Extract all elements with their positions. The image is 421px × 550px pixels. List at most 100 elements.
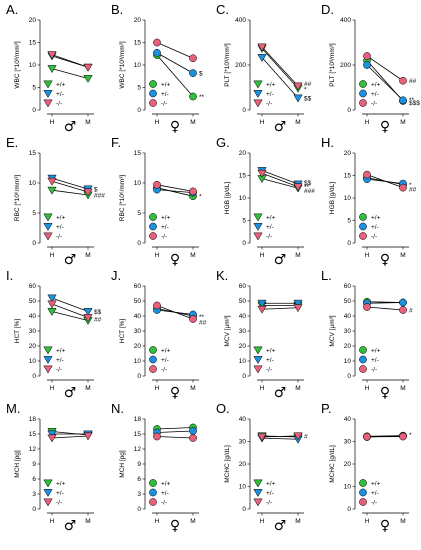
x-tick-label: M	[400, 252, 405, 259]
x-tick-label: M	[190, 252, 195, 259]
panel-label: O.	[216, 401, 230, 416]
legend-label: -/-	[161, 366, 167, 373]
series-line	[261, 46, 299, 87]
legend-marker	[253, 489, 263, 497]
y-axis-label: MCV [µm³]	[329, 315, 336, 346]
legend-label: +/-	[266, 357, 274, 364]
series-line	[261, 57, 299, 99]
legend-marker	[253, 80, 263, 89]
data-point	[83, 75, 93, 83]
legend-label: -/-	[56, 366, 62, 373]
legend-marker	[43, 346, 53, 355]
x-tick-label: M	[400, 518, 405, 525]
y-tick-label: 15	[134, 431, 142, 438]
legend-label: -/-	[266, 100, 272, 107]
y-axis-label: HCT [%]	[14, 319, 21, 344]
legend-label: +/+	[266, 214, 276, 221]
data-point	[399, 76, 407, 85]
male-symbol-icon: ♂	[274, 518, 287, 534]
x-tick-label: M	[190, 119, 195, 126]
data-point	[363, 52, 371, 60]
x-tick-label: H	[155, 518, 160, 525]
legend-label: +/+	[266, 81, 276, 88]
data-point	[363, 432, 371, 441]
y-tick-label: 15	[29, 150, 37, 157]
legend-label: +/+	[56, 347, 66, 354]
legend-marker	[253, 90, 263, 98]
panel-label: M.	[6, 401, 20, 416]
legend-label: +/-	[161, 224, 169, 231]
legend-label: -/-	[161, 233, 167, 240]
y-tick-label: 10	[29, 180, 37, 187]
series-line	[156, 187, 194, 197]
panel-p: P. 0 10 20 30 40 MCHC [g/dL] H M * +/+ +/- -/- ♀	[321, 401, 412, 534]
legend-marker	[149, 222, 157, 231]
data-point	[293, 432, 303, 441]
y-tick-label: 15	[239, 173, 247, 180]
significance-mark: ###	[304, 188, 315, 195]
y-tick-label: 5	[32, 85, 36, 92]
significance-mark: $$	[304, 95, 312, 102]
data-point	[153, 49, 161, 57]
male-symbol-icon: ♂	[64, 518, 77, 534]
y-axis-label: MCHC [g/dL]	[329, 445, 336, 483]
y-tick-label: 20	[344, 343, 352, 350]
x-tick-label: H	[50, 119, 55, 126]
panel-k: K. 0 10 20 30 40 50 60 MCV [µm³] H M +/+ +/- -/- ♂	[216, 268, 304, 401]
y-tick-label: 0	[242, 506, 246, 513]
legend-label: +/+	[56, 480, 66, 487]
legend-marker	[253, 498, 263, 507]
series-line	[261, 435, 299, 438]
series-line	[261, 178, 299, 189]
y-tick-label: 30	[239, 439, 247, 446]
y-tick-label: 15	[134, 40, 142, 47]
y-tick-label: 0	[137, 107, 141, 114]
y-tick-label: 10	[134, 180, 142, 187]
y-tick-label: 60	[134, 283, 142, 290]
series-line	[366, 64, 404, 101]
legend-marker	[359, 232, 367, 240]
y-tick-label: 5	[242, 218, 246, 225]
significance-mark: **	[199, 94, 205, 101]
series-line	[51, 311, 89, 321]
y-axis-label: RBC [*10⁶/mm³]	[14, 175, 21, 222]
y-tick-label: 20	[239, 461, 247, 468]
legend-label: -/-	[266, 499, 272, 506]
data-point	[293, 304, 303, 313]
panel-label: P.	[321, 401, 332, 416]
panel-l: L. 0 10 20 30 40 50 60 MCV [µm³] H M # +/+ +/- -/- ♀	[321, 268, 413, 401]
series-line	[156, 189, 194, 193]
y-tick-label: 200	[235, 62, 246, 69]
y-tick-label: 15	[344, 173, 352, 180]
legend-label: +/+	[266, 480, 276, 487]
series-line	[51, 435, 89, 439]
x-tick-label: H	[365, 252, 370, 259]
legend-label: -/-	[56, 499, 62, 506]
x-tick-label: M	[190, 385, 195, 392]
y-tick-label: 200	[340, 62, 351, 69]
x-tick-label: H	[365, 385, 370, 392]
panel-h: H. 0 5 10 15 20 HGB [g/dL] H M *## +/+ +/- -/- ♀	[321, 135, 417, 268]
y-tick-label: 15	[29, 40, 37, 47]
data-point	[293, 94, 303, 103]
y-axis-label: WBC [*10³/mm³]	[14, 41, 21, 89]
legend-marker	[359, 99, 367, 107]
legend-label: +/-	[56, 357, 64, 364]
x-tick-label: H	[365, 119, 370, 126]
y-axis-label: HGB [g/dL]	[224, 182, 231, 214]
legend-marker	[359, 222, 367, 231]
significance-mark: $	[94, 186, 98, 193]
legend-label: -/-	[266, 233, 272, 240]
significance-mark: **	[409, 97, 415, 104]
y-axis-label: PLT [*10³/mm³]	[224, 43, 231, 87]
y-tick-label: 0	[32, 373, 36, 380]
series-line	[366, 174, 404, 189]
data-point	[83, 188, 93, 197]
data-point	[257, 299, 267, 308]
panel-label: B.	[111, 2, 123, 17]
y-tick-label: 60	[239, 283, 247, 290]
significance-mark: ###	[94, 192, 105, 199]
legend-marker	[359, 488, 367, 497]
panel-label: I.	[6, 268, 13, 283]
